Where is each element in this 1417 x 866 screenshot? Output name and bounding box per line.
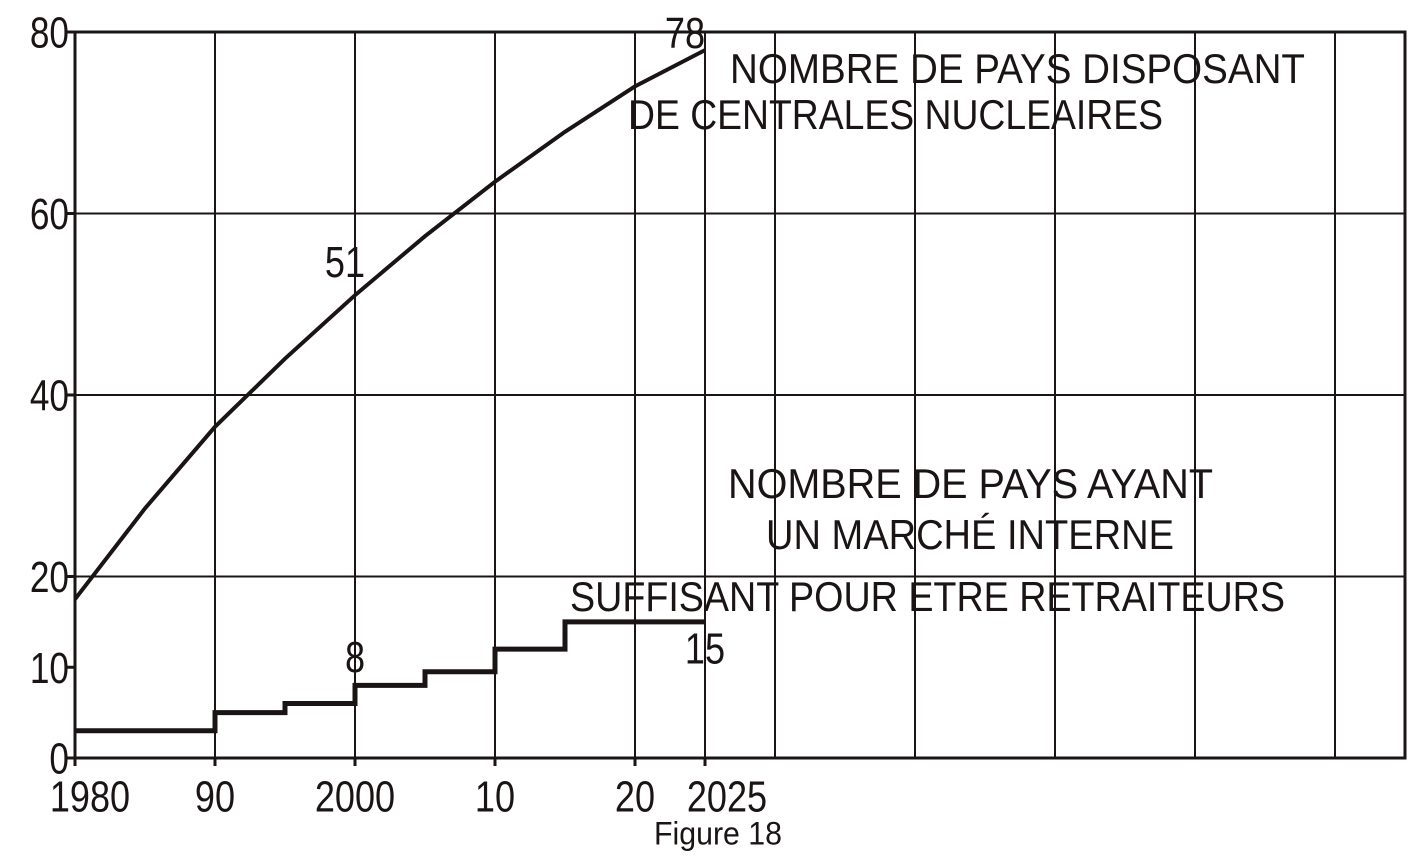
data-label: 8 <box>345 633 365 682</box>
y-tick-label: 10 <box>30 644 69 693</box>
y-tick-label: 40 <box>30 372 69 421</box>
data-label: 78 <box>665 8 705 57</box>
series-name: SUFFISANT POUR ETRE RETRAITEURS <box>570 573 1285 620</box>
x-tick-label: 2025 <box>687 772 767 821</box>
y-tick-label: 20 <box>30 553 69 602</box>
series-name: UN MARCHÉ INTERNE <box>766 511 1174 558</box>
series-name: DE CENTRALES NUCLEAIRES <box>628 91 1163 138</box>
series-line <box>75 619 705 734</box>
data-label: 15 <box>685 624 725 673</box>
x-tick-label: 20 <box>615 772 655 821</box>
series-name: NOMBRE DE PAYS DISPOSANT <box>730 45 1305 92</box>
x-tick-label: 1980 <box>50 772 130 821</box>
x-tick-label: 10 <box>475 772 515 821</box>
series-line <box>73 48 706 601</box>
series-name: NOMBRE DE PAYS AYANT <box>728 460 1213 507</box>
y-tick-label: 0 <box>49 735 69 784</box>
y-tick-label: 80 <box>30 9 69 58</box>
caption: Figure 18 <box>654 815 782 851</box>
data-label: 51 <box>325 237 365 286</box>
y-tick-label: 60 <box>30 190 69 239</box>
x-tick-label: 2000 <box>315 772 395 821</box>
x-tick-label: 90 <box>195 772 235 821</box>
